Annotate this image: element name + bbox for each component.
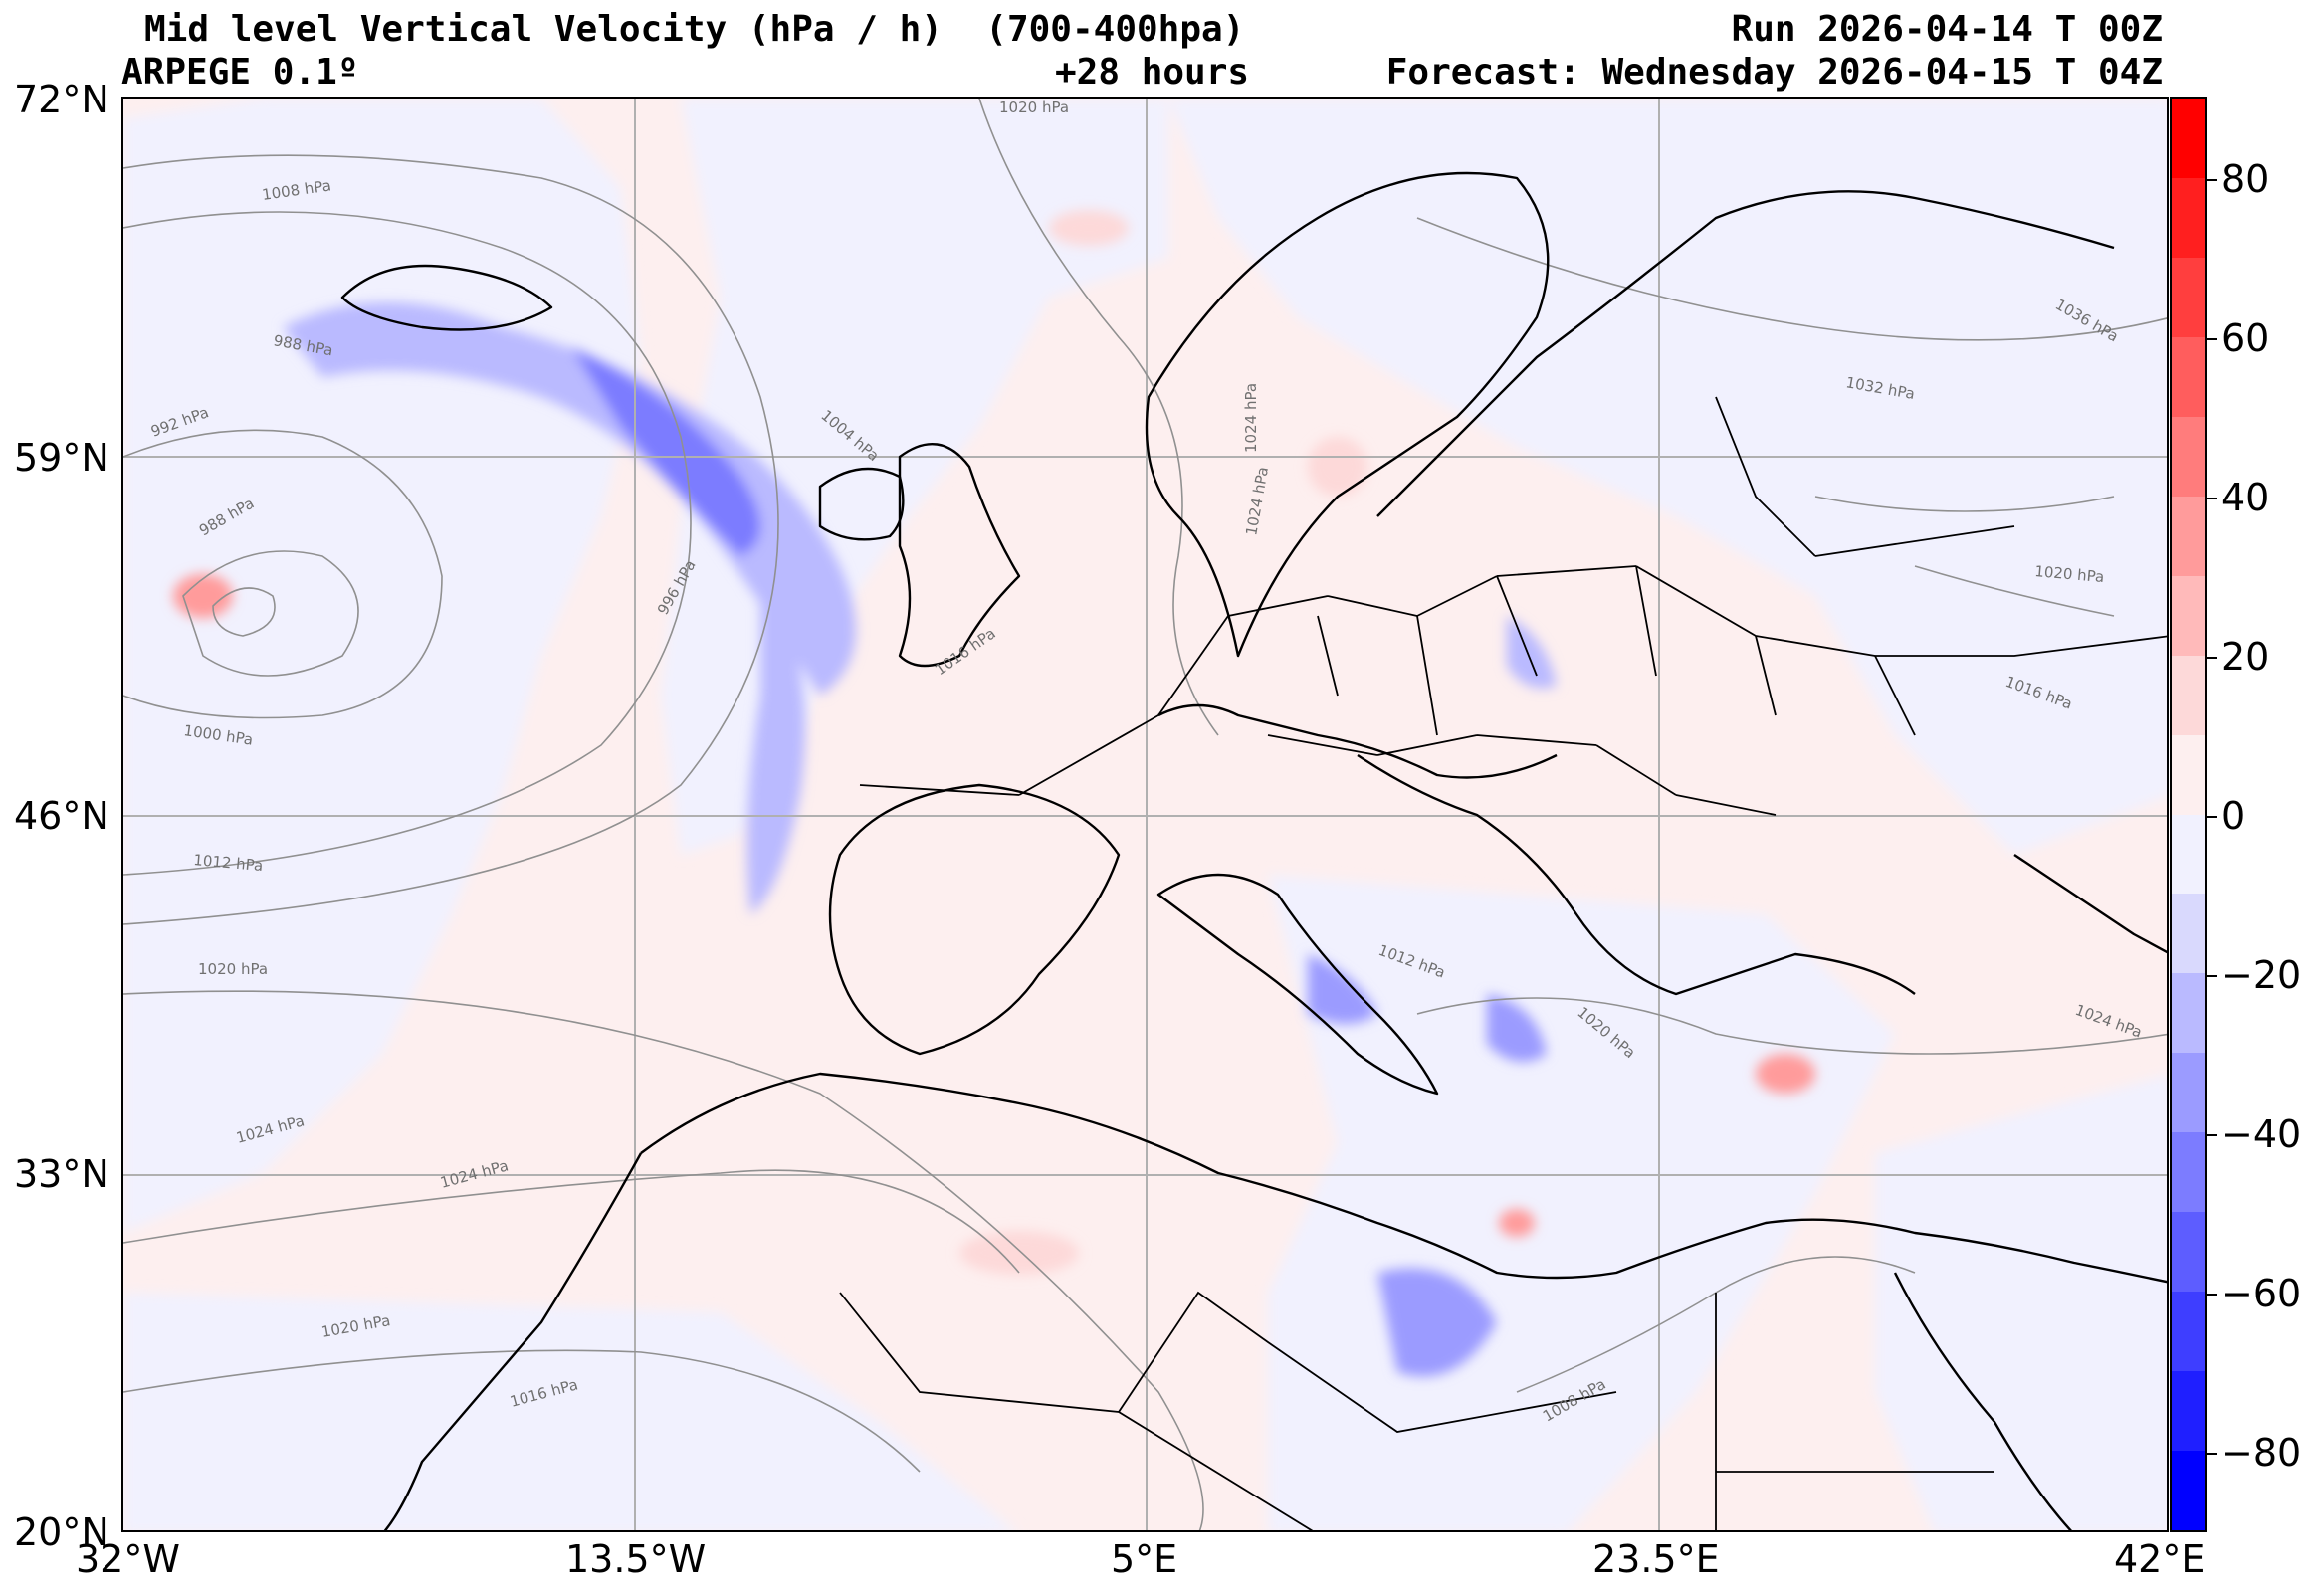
colorbar-tick <box>2207 1294 2217 1296</box>
colorbar-tick <box>2207 816 2217 818</box>
map-panel[interactable]: 1020 hPa 1008 hPa 988 hPa 992 hPa 988 hPa 100… <box>121 97 2169 1532</box>
colorbar-segment <box>2172 814 2205 896</box>
lat-label: 20°N <box>14 1510 109 1554</box>
colorbar-segment <box>2172 99 2205 179</box>
colorbar-segment <box>2172 575 2205 657</box>
colorbar-segment <box>2172 734 2205 816</box>
colorbar-label: 40 <box>2221 476 2270 519</box>
colorbar-tick <box>2207 657 2217 659</box>
model-name: ARPEGE 0.1º <box>121 52 359 93</box>
colorbar-tick <box>2207 179 2217 181</box>
isobar-label: 1020 hPa <box>198 960 268 978</box>
borders <box>839 396 2167 1530</box>
lon-label: 5°E <box>1111 1537 1178 1581</box>
colorbar-label: 20 <box>2221 635 2270 679</box>
colorbar-segment <box>2172 1451 2205 1530</box>
colorbar-label: 60 <box>2221 316 2270 360</box>
colorbar-label: −80 <box>2221 1431 2302 1475</box>
colorbar-label: −40 <box>2221 1112 2302 1156</box>
chart-title: Mid level Vertical Velocity (hPa / h) (7… <box>144 9 1245 50</box>
lat-label: 33°N <box>14 1152 109 1196</box>
colorbar-label: −20 <box>2221 953 2302 997</box>
isobar-label: 1020 hPa <box>999 99 1069 116</box>
coastlines <box>340 171 2167 1530</box>
colorbar-segment <box>2172 1132 2205 1214</box>
colorbar-segment <box>2172 1292 2205 1373</box>
lead-time: +28 hours <box>1055 52 1250 93</box>
colorbar-segment <box>2172 973 2205 1055</box>
colorbar-segment <box>2172 416 2205 498</box>
ascent-band <box>283 302 1557 1377</box>
colorbar-tick <box>2207 338 2217 340</box>
isobar-label: 1024 hPa <box>1242 383 1260 453</box>
colorbar-tick <box>2207 498 2217 499</box>
lat-label: 59°N <box>14 436 109 480</box>
colorbar-tick <box>2207 1453 2217 1455</box>
lon-label: 32°W <box>76 1537 180 1581</box>
lon-label: 23.5°E <box>1592 1537 1720 1581</box>
lon-label: 13.5°W <box>565 1537 707 1581</box>
colorbar-segment <box>2172 1053 2205 1134</box>
colorbar-segment <box>2172 655 2205 736</box>
colorbar-label: −60 <box>2221 1272 2302 1315</box>
colorbar-segment <box>2172 257 2205 338</box>
lat-label: 72°N <box>14 78 109 121</box>
colorbar-label: 0 <box>2221 794 2246 838</box>
colorbar-segment <box>2172 336 2205 418</box>
lon-label: 42°E <box>2114 1537 2205 1581</box>
colorbar-segment <box>2172 177 2205 259</box>
forecast-time: Forecast: Wednesday 2026-04-15 T 04Z <box>1385 52 2163 93</box>
colorbar-segment <box>2172 1371 2205 1453</box>
graticule <box>123 99 2167 1530</box>
colorbar-tick <box>2207 1134 2217 1136</box>
colorbar-segment <box>2172 1212 2205 1294</box>
lat-label: 46°N <box>14 794 109 838</box>
colorbar-segment <box>2172 496 2205 577</box>
colorbar-tick <box>2207 975 2217 977</box>
colorbar-segment <box>2172 894 2205 975</box>
colorbar <box>2170 97 2207 1532</box>
colorbar-label: 80 <box>2221 157 2270 201</box>
run-time: Run 2026-04-14 T 00Z <box>1731 9 2163 50</box>
